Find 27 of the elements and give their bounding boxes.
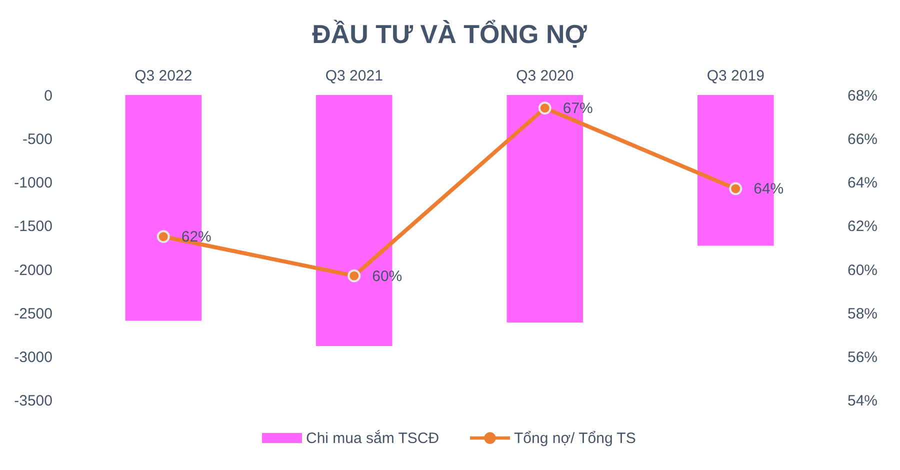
x-tick-label: Q3 2021 bbox=[325, 68, 383, 84]
point bbox=[156, 230, 170, 244]
y2-tick-label: 60% bbox=[848, 262, 878, 279]
y2-tick-label: 62% bbox=[848, 218, 878, 236]
y-tick-label: -2500 bbox=[14, 305, 52, 322]
x-tick-label: Q3 2022 bbox=[134, 68, 192, 84]
y2-tick-label: 68% bbox=[848, 88, 878, 104]
y2-tick-label: 64% bbox=[848, 174, 878, 192]
y-tick-label: -1500 bbox=[14, 218, 52, 236]
x-tick-label: Q3 2019 bbox=[706, 68, 764, 84]
point bbox=[729, 182, 742, 196]
point bbox=[538, 102, 552, 115]
legend-label: Chi mua sắm TSCĐ bbox=[306, 429, 440, 447]
y2-tick-label: 66% bbox=[848, 131, 878, 148]
y2-tick-label: 54% bbox=[848, 392, 878, 410]
y2-tick-label: 58% bbox=[848, 305, 878, 322]
y-tick-label: -3500 bbox=[14, 392, 52, 410]
chart-title: ĐẦU TƯ VÀ TỔNG NỢ bbox=[312, 19, 588, 49]
y-tick-label: -500 bbox=[22, 131, 52, 148]
y-tick-label: 0 bbox=[44, 88, 52, 104]
y-tick-label: -1000 bbox=[14, 174, 52, 192]
y2-tick-label: 56% bbox=[848, 348, 878, 366]
point bbox=[348, 269, 361, 282]
x-tick-label: Q3 2020 bbox=[516, 68, 574, 84]
legend-label: Tổng nợ/ Tổng TS bbox=[514, 430, 636, 447]
y-tick-label: -2000 bbox=[14, 262, 52, 279]
y-tick-label: -3000 bbox=[14, 348, 52, 366]
